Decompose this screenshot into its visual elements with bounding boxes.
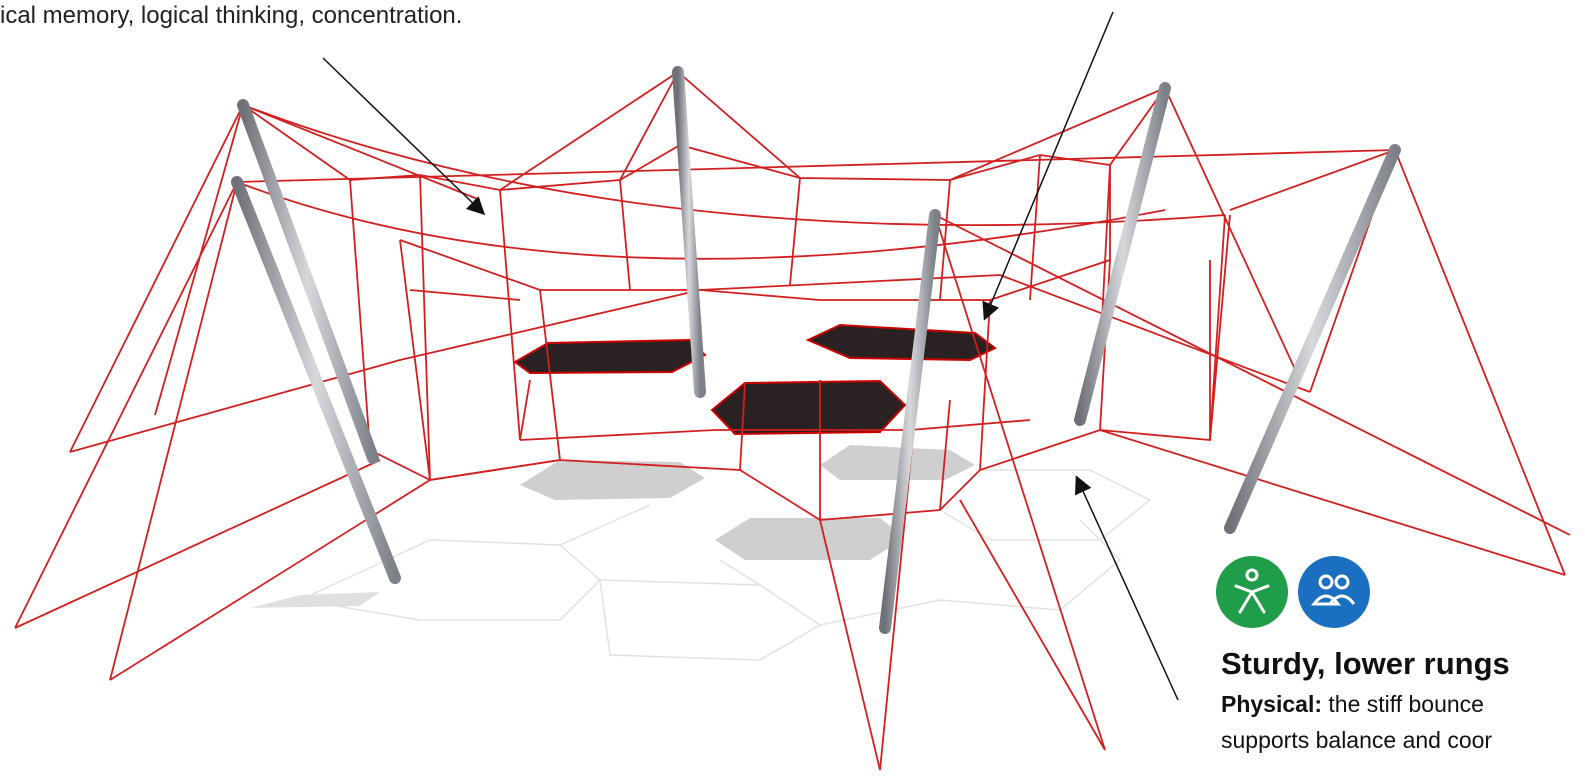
top-caption: ical memory, logical thinking, concentra…: [0, 2, 463, 29]
callout-label: Physical:: [1221, 691, 1322, 717]
callout-title: Sturdy, lower rungs: [1221, 646, 1510, 681]
shadows: [250, 445, 975, 608]
icons: [1216, 556, 1370, 628]
trampolines: [513, 323, 997, 436]
arrows: [322, 11, 1179, 701]
floor-grid: [297, 469, 1152, 661]
ropes: [14, 71, 1571, 771]
callout-line: supports balance and coor: [1221, 727, 1493, 753]
callout: Sturdy, lower rungs Physical: the stiff …: [1221, 646, 1510, 758]
callout-text: supports balance and coor: [1221, 722, 1510, 758]
callout-line: the stiff bounce: [1328, 691, 1484, 717]
poles: [231, 66, 1401, 634]
callout-text: Physical: the stiff bounce: [1221, 686, 1510, 722]
